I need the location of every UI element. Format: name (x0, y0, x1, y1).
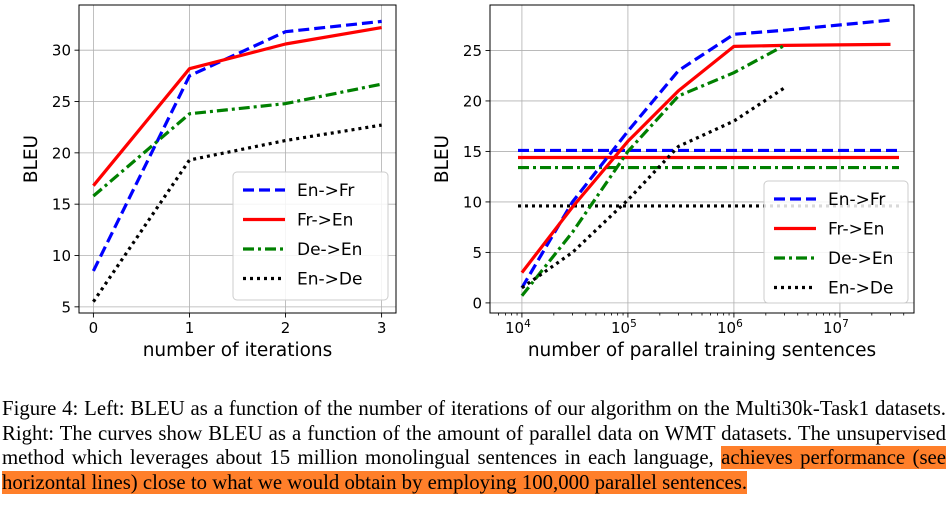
y-tick-label: 30 (52, 42, 71, 60)
x-tick-label: 105 (611, 318, 637, 337)
chart-right-parallel-data: 104 105 106 107 0 5 10 15 20 25 number of parallel… (432, 4, 915, 361)
plot-frame (78, 4, 397, 314)
y-tick-label: 25 (463, 42, 482, 60)
legend-label-fr-en: Fr->En (828, 220, 884, 240)
figure-caption: Figure 4: Left: BLEU as a function of th… (2, 397, 947, 495)
x-axis-label: number of parallel training sentences (528, 340, 876, 361)
series-line-en-de (92, 123, 382, 303)
legend-box (763, 180, 909, 304)
legend-label-en-fr: En->Fr (297, 181, 354, 201)
legend-label-en-fr: En->Fr (828, 190, 885, 210)
x-tick-label: 107 (823, 318, 849, 337)
y-tick-label: 20 (463, 92, 482, 110)
legend-label-de-en: De->En (828, 249, 893, 269)
y-tick-label: 20 (52, 144, 71, 162)
series-line-en-fr (91, 19, 382, 272)
x-tick-exponent: 5 (630, 318, 637, 330)
legend-label-fr-en: Fr->En (297, 211, 353, 231)
x-tick-label: 3 (377, 319, 387, 337)
y-axis-label: BLEU (21, 135, 42, 183)
series-line-fr-en (520, 42, 891, 274)
x-axis-label: number of iterations (143, 340, 333, 361)
series-line-de-en (520, 43, 786, 297)
plot-frame (489, 4, 915, 314)
x-tick-exponent: 7 (842, 318, 849, 330)
x-tick-label: 1 (185, 319, 195, 337)
x-tick-exponent: 4 (524, 318, 531, 330)
caption-text: Figure 4: Left: BLEU as a function of th… (2, 397, 946, 470)
series-line-de-en (92, 82, 382, 198)
x-tick-label: 106 (717, 318, 743, 337)
x-tick-exponent: 6 (736, 318, 743, 330)
legend-label-en-de: En->De (828, 279, 893, 299)
y-tick-label: 0 (472, 294, 482, 312)
legend-box (232, 171, 389, 301)
y-tick-label: 25 (52, 93, 71, 111)
y-tick-label: 15 (52, 196, 71, 214)
y-tick-label: 10 (52, 247, 71, 265)
legend-label-de-en: De->En (297, 240, 362, 260)
series-line-en-fr (520, 18, 891, 289)
chart-left-iterations: 0 1 2 3 5 10 15 20 25 30 number of iterations BLEU E… (21, 4, 397, 361)
x-tick-label: 2 (281, 319, 291, 337)
x-tick-label: 0 (89, 319, 99, 337)
legend-label-en-de: En->De (297, 270, 362, 290)
y-tick-label: 5 (472, 244, 482, 262)
y-tick-label: 10 (463, 193, 482, 211)
x-tick-label: 104 (505, 318, 531, 337)
figure-charts: 0 1 2 3 5 10 15 20 25 30 number of iterations BLEU E… (21, 4, 915, 361)
series-line-fr-en (92, 26, 382, 187)
y-tick-label: 15 (463, 143, 482, 161)
y-tick-label: 5 (61, 298, 71, 316)
series-line-en-de (520, 86, 786, 290)
y-axis-label: BLEU (432, 135, 453, 183)
